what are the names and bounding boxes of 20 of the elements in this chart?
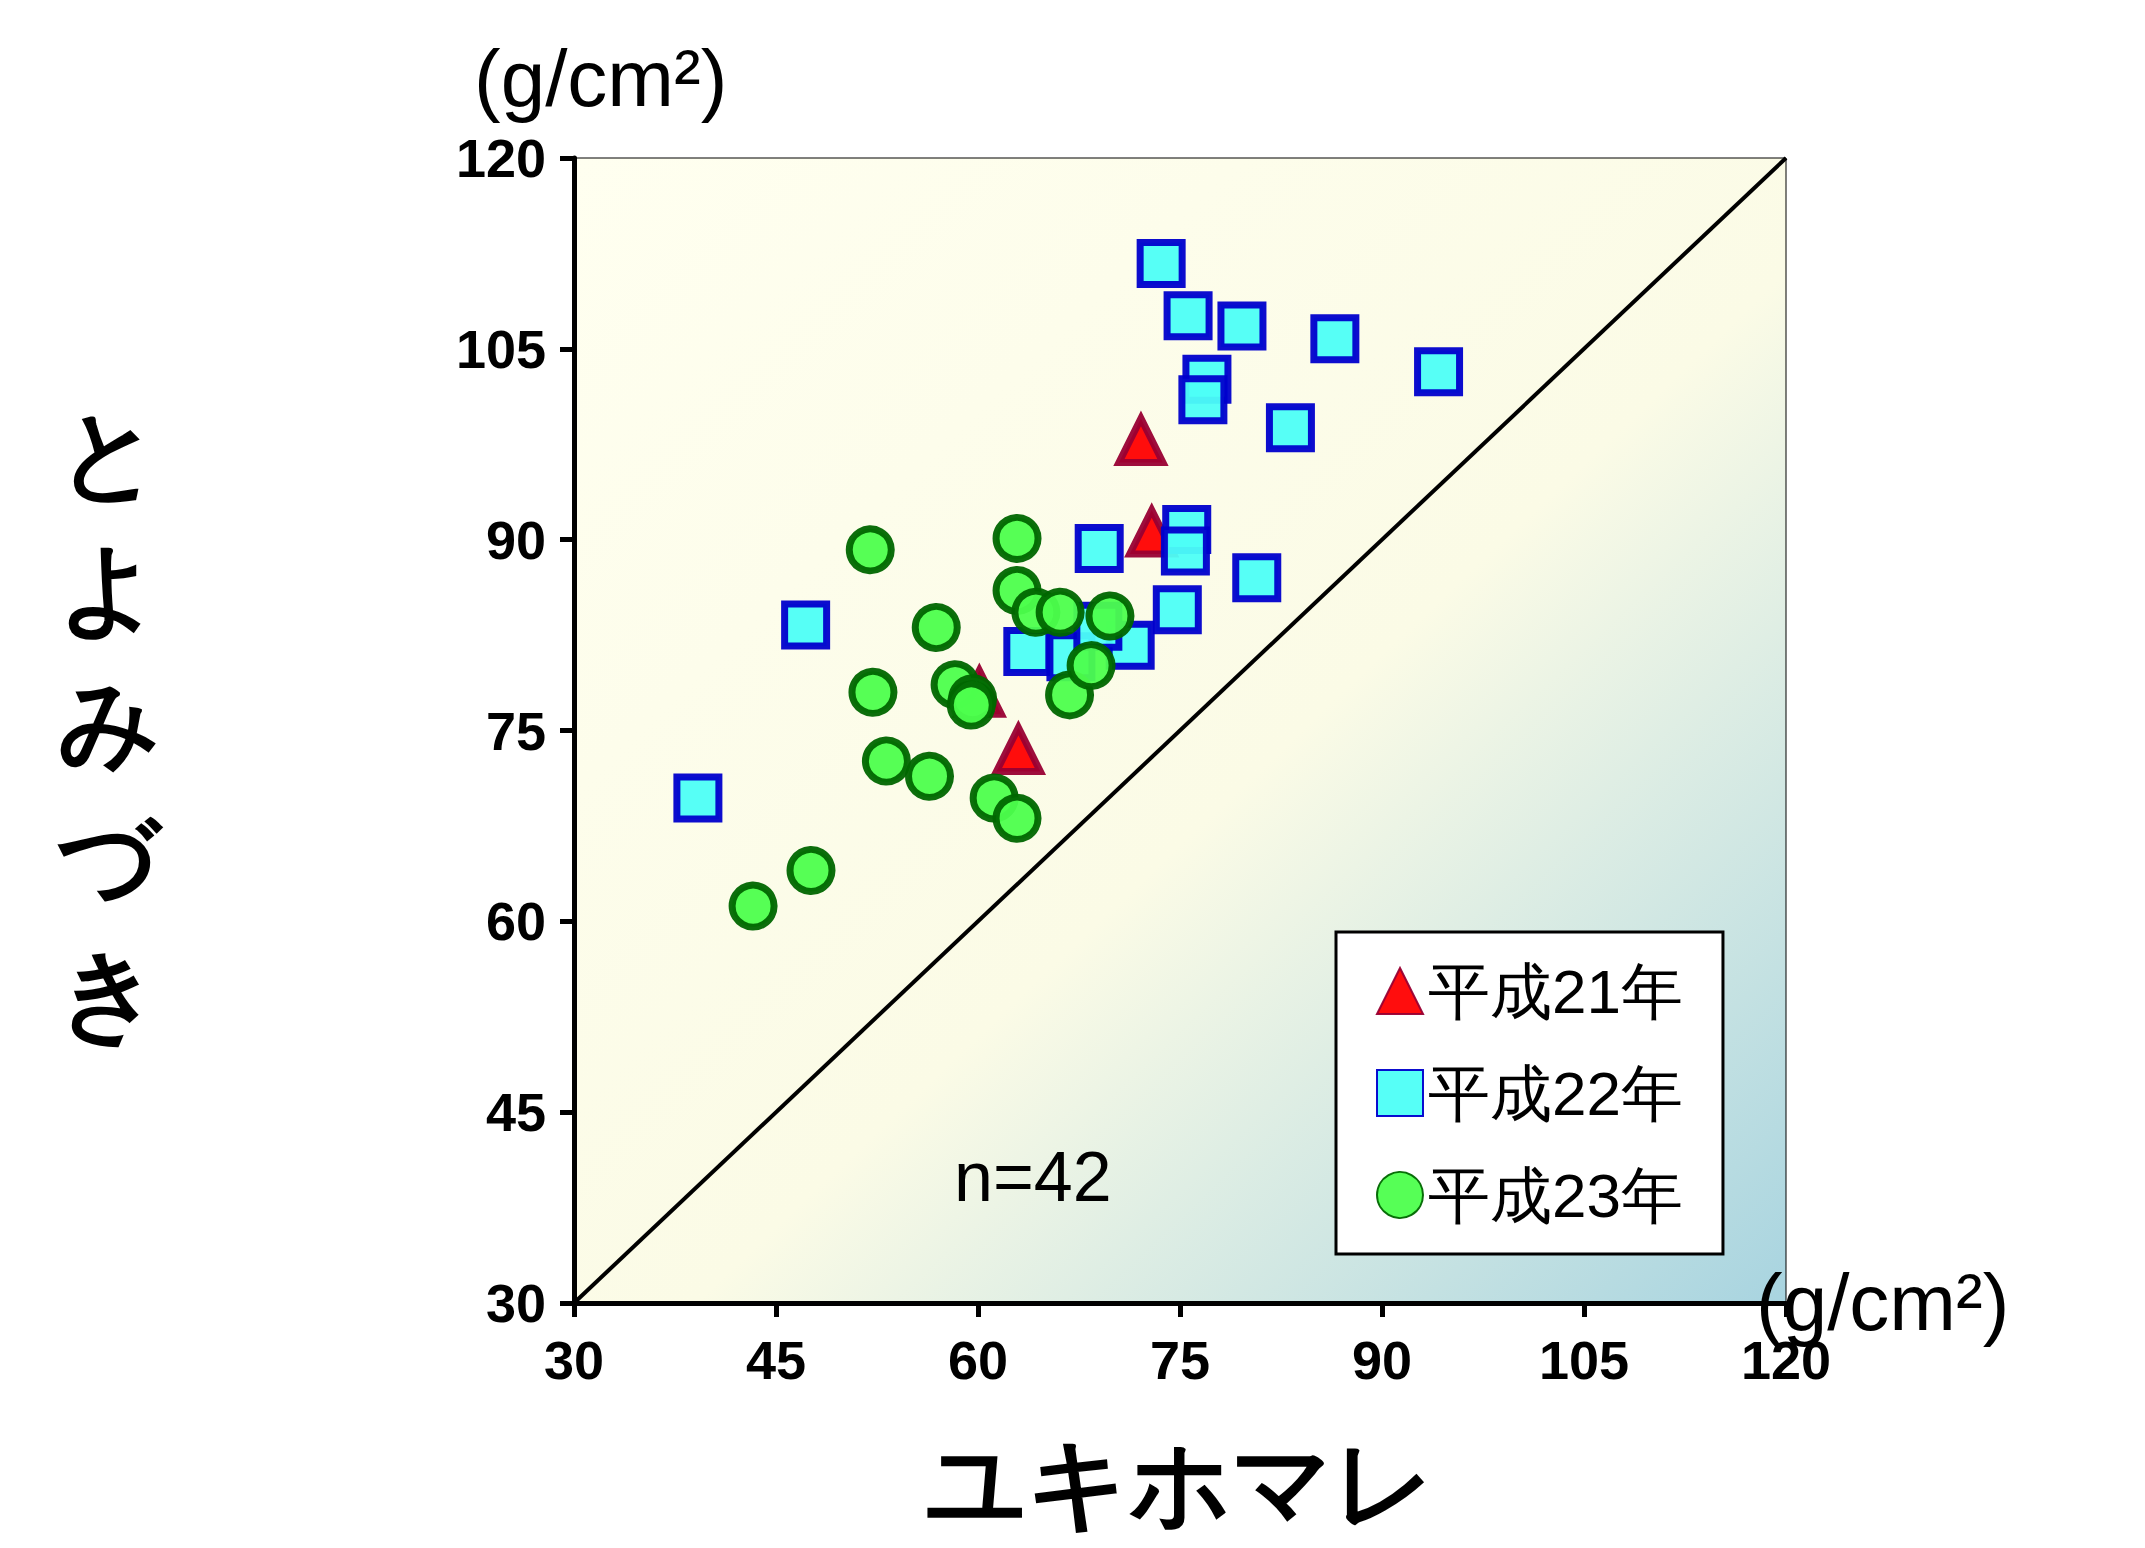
y-tick-label: 120 [455, 128, 546, 188]
y-tick-label: 75 [485, 700, 546, 761]
y-tick-label: 90 [485, 509, 546, 570]
y-tick-label: 105 [455, 318, 546, 379]
x-tick-label: 60 [947, 1330, 1009, 1390]
x-tick-label: 105 [1538, 1330, 1630, 1390]
legend-label: 平成23年 [1428, 1160, 1683, 1230]
x-axis-title: ユキホマレ [925, 1427, 1435, 1539]
legend-label: 平成21年 [1428, 956, 1683, 1026]
x-tick-label: 75 [1149, 1330, 1211, 1390]
x-tick-label: 45 [745, 1330, 807, 1390]
y-tick-label: 30 [485, 1273, 546, 1333]
annotation: n=42 [954, 1138, 1112, 1216]
legend-label: 平成22年 [1428, 1058, 1683, 1128]
y-axis-title: とよみづき [57, 396, 164, 1049]
y-tick-label: 45 [485, 1082, 546, 1143]
y-tick-label: 60 [485, 891, 546, 952]
x-tick-label: 30 [543, 1330, 605, 1390]
x-tick-label: 90 [1351, 1330, 1413, 1390]
text: (g/cm²) [474, 33, 728, 123]
